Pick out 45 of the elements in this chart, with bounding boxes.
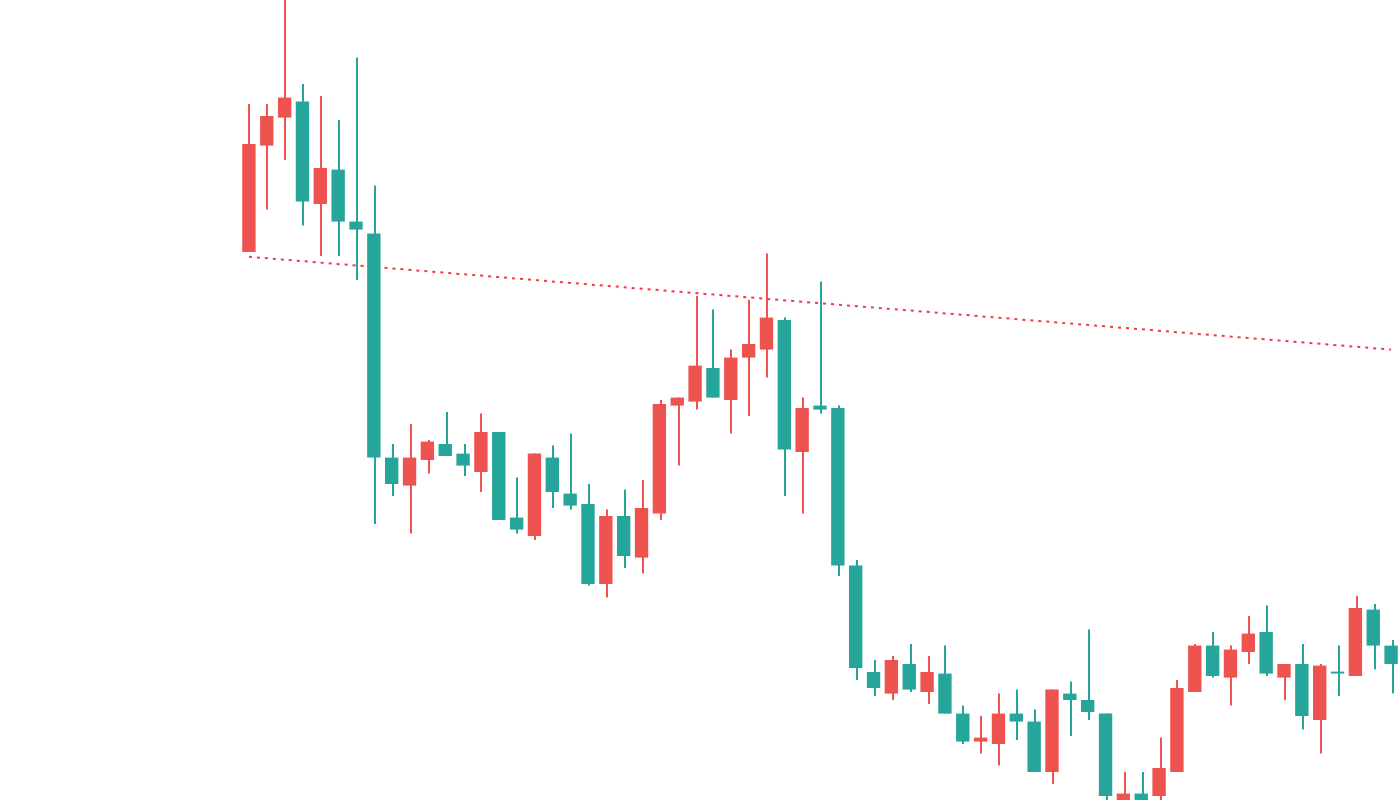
candlestick: [670, 396, 684, 467]
candlestick: [724, 348, 738, 435]
candlestick: [420, 439, 435, 475]
candlestick: [1259, 604, 1273, 677]
candlestick: [545, 444, 559, 509]
candlestick: [884, 655, 899, 701]
candlestick: [385, 443, 399, 497]
candlestick: [277, 0, 292, 161]
candlestick: [795, 396, 809, 515]
candlestick: [617, 488, 631, 569]
candlestick: [920, 655, 934, 705]
candlestick: [402, 423, 417, 535]
candlestick: [1116, 771, 1131, 800]
candlestick: [1384, 639, 1398, 695]
candlestick: [688, 295, 702, 411]
candlestick: [313, 95, 327, 257]
candlestick: [509, 476, 524, 535]
candlestick: [741, 299, 756, 417]
candlestick: [973, 715, 988, 755]
candlestick: [991, 692, 1006, 767]
candlestick: [1081, 628, 1095, 721]
candlestick: [1366, 603, 1380, 671]
candlestick: [902, 643, 916, 693]
candlestick: [759, 252, 774, 379]
candlestick: [260, 103, 274, 211]
candlestick: [813, 280, 827, 415]
candlestick: [474, 412, 488, 493]
candlestick: [438, 411, 452, 457]
candlestick: [349, 56, 363, 281]
candlestick: [1223, 644, 1238, 707]
candlestick: [1152, 736, 1166, 800]
candlestick: [1063, 680, 1077, 737]
candlestick: [456, 443, 470, 477]
candlestick: [1205, 631, 1220, 679]
candlestick: [956, 704, 970, 745]
candlestick: [938, 644, 952, 715]
candlestick: [706, 308, 720, 399]
candlestick: [1134, 771, 1148, 800]
candlestick: [1277, 663, 1291, 701]
candlestick: [866, 659, 881, 697]
candlestick: [1009, 688, 1023, 741]
candlestick: [1188, 643, 1202, 693]
candlestick: [1241, 615, 1255, 665]
candlestick: [1330, 644, 1345, 697]
candlestick: [563, 432, 577, 511]
